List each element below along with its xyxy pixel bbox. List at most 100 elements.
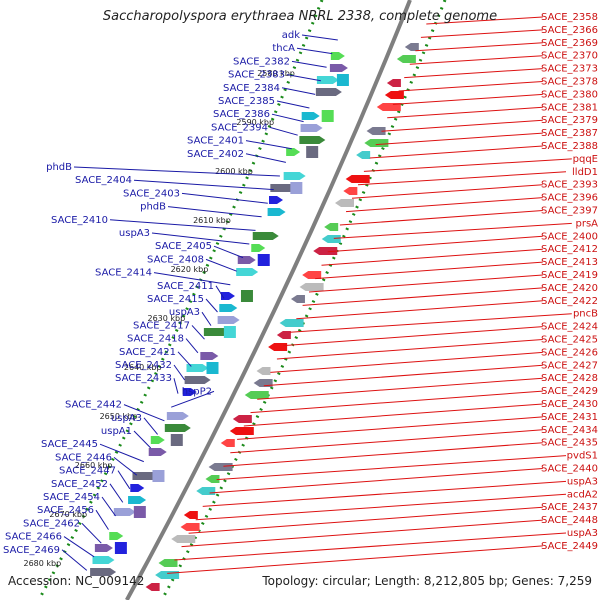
connector-line (301, 34, 338, 41)
connector-line (426, 16, 543, 25)
gene-arrow (237, 256, 256, 264)
gene-arrow (166, 412, 189, 420)
connector-line (109, 219, 256, 231)
gene-arrow (290, 295, 305, 303)
gene-arrow (164, 424, 191, 432)
connector-line (205, 258, 237, 272)
gene-label-reverse: SACE_2397 (541, 206, 598, 217)
gene-label-reverse: SACE_2428 (541, 373, 598, 384)
gene-label-forward: phdB (46, 162, 72, 173)
gene-label-reverse: SACE_2370 (541, 51, 598, 62)
gene-label-forward: SACE_2394 (211, 122, 268, 133)
gene-label-reverse: SACE_2427 (541, 360, 598, 371)
gene-arrow (196, 487, 216, 495)
connector-line (269, 126, 298, 136)
tick-label: 2670 kbp (49, 510, 87, 519)
connector-line (195, 493, 567, 521)
connector-line (351, 184, 543, 199)
gene-arrow (313, 247, 338, 255)
gene-arrow (219, 304, 238, 312)
tick-label: 2610 kbp (193, 216, 231, 225)
connector-line (81, 523, 102, 544)
connector-line (375, 132, 543, 146)
gene-label-forward: SACE_2466 (5, 532, 62, 543)
accession-text: Accession: NC_009142 (8, 574, 145, 588)
gene-label-forward: SACE_2383 (228, 70, 285, 81)
connector-line (357, 171, 567, 186)
gene-label-reverse: pvdS1 (567, 451, 598, 462)
gene-label-forward: hspP2 (182, 386, 212, 397)
connector-line (113, 457, 138, 476)
connector-line (167, 545, 543, 574)
connector-line (321, 248, 543, 266)
gene-label-reverse: SACE_2413 (541, 257, 598, 268)
gene-arrow (184, 376, 211, 384)
gene-block (170, 434, 183, 446)
gene-arrow (128, 496, 147, 504)
gene-arrow (283, 172, 306, 180)
connector-line (215, 285, 225, 299)
genome-backbone (125, 0, 412, 600)
gene-arrow (182, 388, 197, 396)
gene-label-forward: SACE_2442 (65, 400, 122, 411)
connector-line (153, 272, 231, 286)
gene-label-reverse: uspA3 (567, 528, 598, 539)
gene-arrow (132, 472, 159, 480)
connector-line (99, 443, 144, 463)
connector-line (117, 470, 131, 490)
gene-label-reverse: SACE_2378 (541, 77, 598, 88)
gene-label-reverse: SACE_2379 (541, 115, 598, 126)
gene-arrow (301, 112, 320, 120)
gene-arrow (270, 184, 297, 192)
connector-line (398, 81, 543, 92)
gene-block (133, 506, 146, 518)
gene-label-reverse: SACE_2434 (541, 425, 598, 436)
gene-arrow (113, 508, 136, 516)
gene-label-forward: SACE_2384 (223, 83, 280, 94)
tick-label: 2600 kbp (215, 167, 253, 176)
gene-arrow (299, 283, 324, 291)
gene-arrow (364, 139, 389, 147)
connector-line (271, 113, 304, 123)
connector-line (289, 313, 572, 333)
gene-arrow (276, 331, 291, 339)
gene-label-reverse: prsA (575, 218, 598, 229)
gene-arrow (180, 523, 200, 531)
gene-label-reverse: SACE_2426 (541, 347, 598, 358)
connector-line (101, 496, 117, 517)
connector-line (223, 442, 543, 467)
gene-label-forward: uspA3 (169, 307, 200, 318)
gene-arrow (109, 532, 124, 540)
connector-line (216, 455, 567, 481)
connector-line (308, 274, 543, 293)
gene-arrow (404, 43, 419, 51)
gene-label-forward: SACE_2401 (187, 136, 244, 147)
gene-arrow (324, 223, 339, 231)
connector-line (151, 232, 250, 245)
tick-label: 2650 kbp (100, 412, 138, 421)
gene-label-reverse: SACE_2396 (541, 193, 598, 204)
gene-label-reverse: SACE_2358 (541, 12, 598, 23)
connector-line (209, 468, 543, 494)
gene-arrow (268, 196, 283, 204)
gene-arrow (244, 391, 269, 399)
connector-line (339, 210, 543, 226)
gene-label-reverse: SACE_2400 (541, 231, 598, 242)
connector-line (281, 87, 316, 95)
tick-label: 2590 kbp (236, 118, 274, 127)
gene-label-forward: SACE_2417 (133, 320, 190, 331)
gene-label-forward: SACE_2386 (213, 109, 270, 120)
gene-arrow (330, 52, 345, 60)
connector-line (296, 300, 543, 320)
connector-line (237, 416, 543, 440)
gene-arrow (384, 91, 404, 99)
connector-line (205, 298, 218, 313)
connector-line (185, 338, 199, 354)
connector-line (291, 60, 327, 68)
gene-label-forward: SACE_2404 (75, 175, 132, 186)
gene-label-reverse: SACE_2380 (541, 89, 598, 100)
gene-label-reverse: SACE_2437 (541, 502, 598, 513)
gene-arrow (376, 103, 401, 111)
connector-line (201, 311, 212, 326)
